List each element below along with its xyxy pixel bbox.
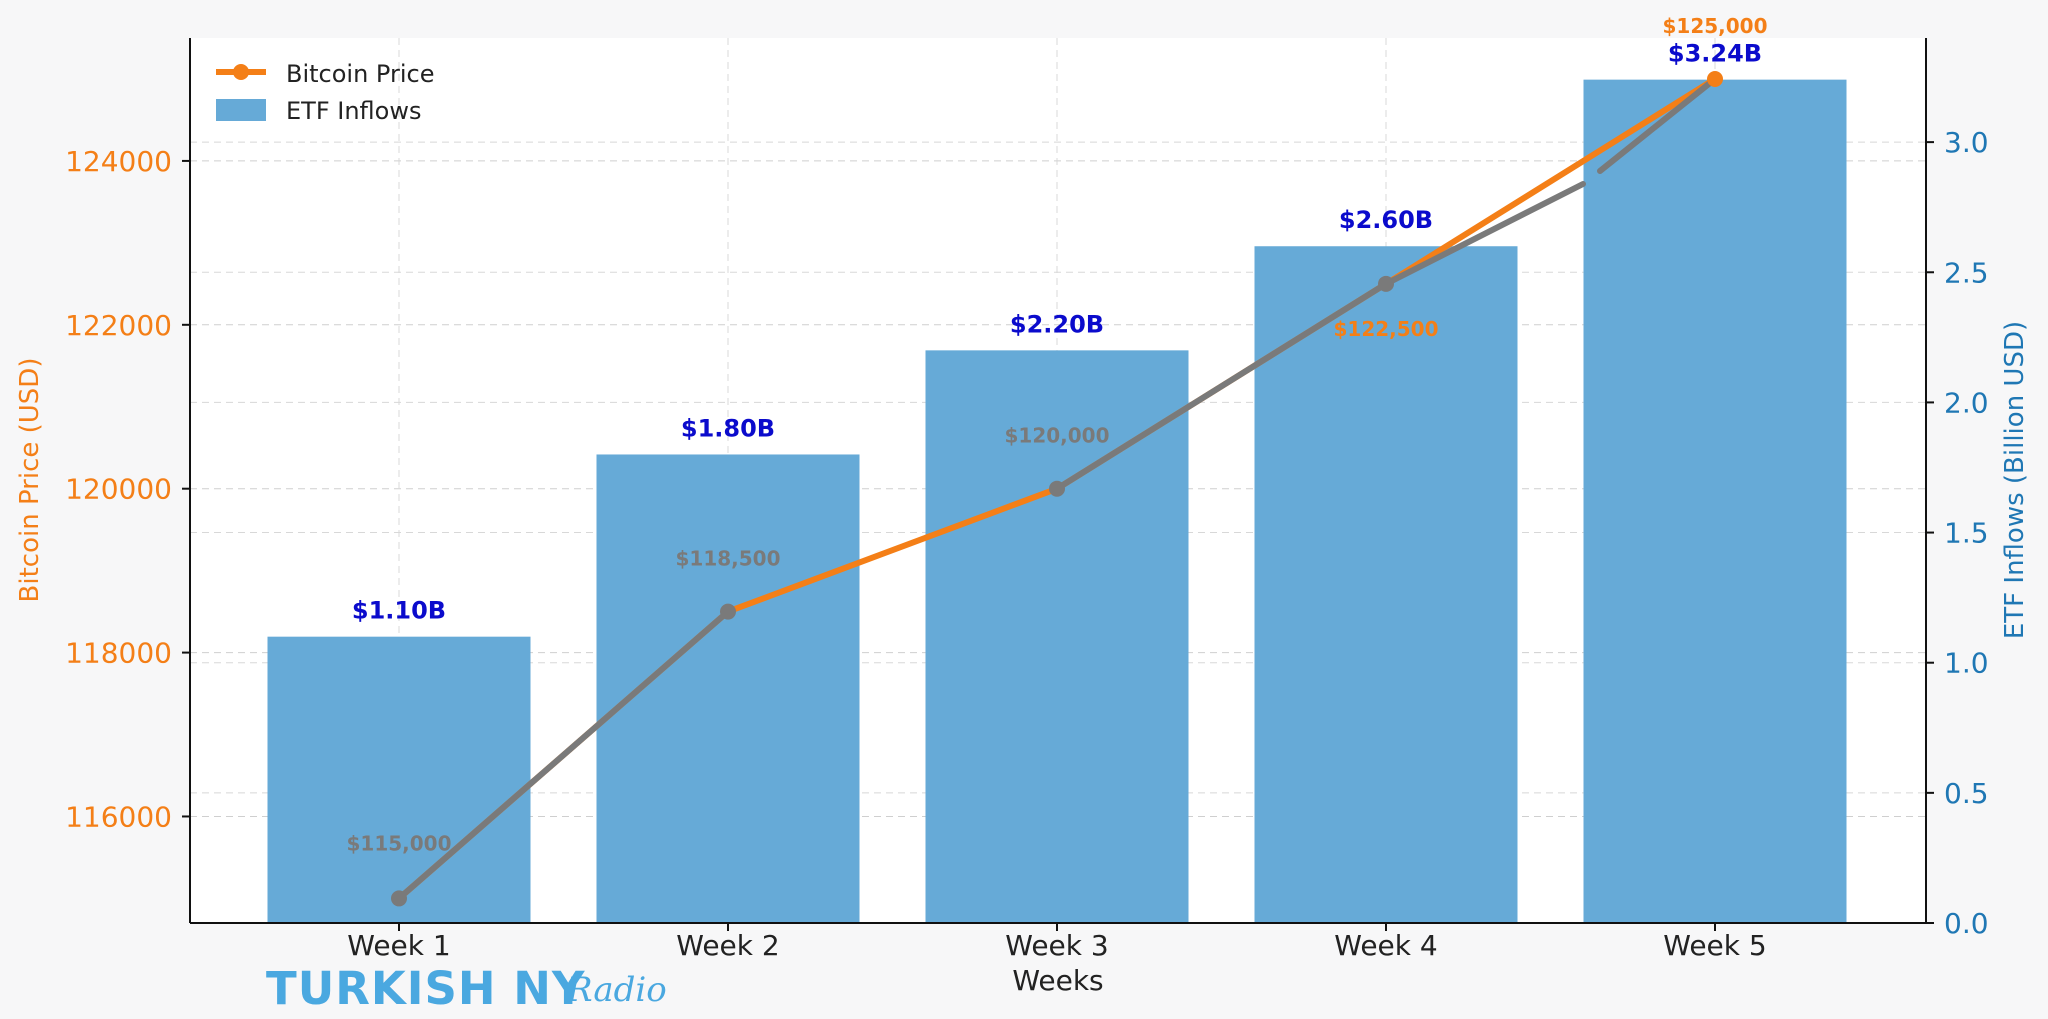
turkish-ny-radio-logo: TURKISH NY Radio bbox=[266, 962, 667, 1015]
line-layer bbox=[391, 70, 1723, 907]
legend-label-bitcoin-price: Bitcoin Price bbox=[286, 60, 434, 88]
y-tick-right-label-4: 2.0 bbox=[1944, 386, 1989, 419]
bitcoin-price-point-5 bbox=[1707, 70, 1723, 87]
etf-value-label-5: $3.24B bbox=[1668, 40, 1762, 68]
etf-bar-5 bbox=[1583, 79, 1847, 924]
bitcoin-price-point-4 bbox=[1378, 275, 1394, 292]
etf-value-label-2: $1.80B bbox=[681, 414, 775, 442]
bitcoin-price-point-2 bbox=[720, 603, 736, 620]
y-tick-right-label-0: 0.0 bbox=[1944, 907, 1989, 940]
y-tick-right-label-5: 2.5 bbox=[1944, 256, 1989, 289]
legend-swatch-etf-inflows bbox=[216, 99, 266, 121]
bitcoin-price-overlay-segment-1 bbox=[396, 608, 731, 902]
bitcoin-price-point-3 bbox=[1049, 480, 1065, 497]
y-axis-title-left: Bitcoin Price (USD) bbox=[15, 358, 45, 603]
x-tick-label-5: Week 5 bbox=[1663, 929, 1766, 962]
bitcoin-price-label-4: $122,500 bbox=[1333, 317, 1438, 341]
y-tick-right-label-6: 3.0 bbox=[1944, 126, 1989, 159]
y-tick-left-label-0: 116000 bbox=[65, 800, 172, 833]
bitcoin-price-overlay-top bbox=[1597, 75, 1718, 174]
y-tick-left-label-3: 122000 bbox=[65, 309, 172, 342]
label-layer: $1.10B $1.80B $2.20B $2.60B $3.24B $115,000 $1… bbox=[346, 14, 1767, 855]
bitcoin-price-label-1: $115,000 bbox=[346, 831, 451, 855]
axis-layer: 116000 118000 120000 122000 124000 0.0 0.5 1.0 1… bbox=[65, 38, 1989, 962]
legend: Bitcoin Price ETF Inflows bbox=[216, 60, 434, 125]
bitcoin-price-label-5: $125,000 bbox=[1662, 14, 1767, 38]
y-tick-right-label-1: 0.5 bbox=[1944, 777, 1989, 810]
etf-bar-1 bbox=[267, 636, 531, 923]
legend-label-etf-inflows: ETF Inflows bbox=[286, 97, 421, 125]
x-tick-label-2: Week 2 bbox=[676, 929, 779, 962]
etf-value-label-4: $2.60B bbox=[1339, 206, 1433, 234]
y-tick-right-label-3: 1.5 bbox=[1944, 517, 1989, 550]
bitcoin-price-label-2: $118,500 bbox=[675, 547, 780, 571]
etf-value-label-3: $2.20B bbox=[1010, 310, 1104, 338]
y-tick-right-label-2: 1.0 bbox=[1944, 647, 1989, 680]
etf-bar-3 bbox=[925, 350, 1189, 924]
legend-point-marker bbox=[233, 64, 249, 80]
y-tick-left-label-2: 120000 bbox=[65, 473, 172, 506]
etf-value-label-1: $1.10B bbox=[352, 597, 446, 625]
bitcoin-price-label-3: $120,000 bbox=[1004, 424, 1109, 448]
bar-layer bbox=[267, 79, 1847, 924]
x-tick-label-1: Week 1 bbox=[347, 929, 450, 962]
bitcoin-price-overlay-tail bbox=[1383, 181, 1586, 287]
y-tick-left-label-4: 124000 bbox=[65, 145, 172, 178]
etf-bar-4 bbox=[1254, 246, 1518, 923]
x-tick-label-4: Week 4 bbox=[1334, 929, 1437, 962]
y-axis-title-right: ETF Inflows (Billion USD) bbox=[2000, 321, 2030, 639]
bitcoin-price-overlay-segment-3 bbox=[1054, 280, 1389, 492]
logo-script-text: Radio bbox=[566, 970, 667, 1010]
x-tick-label-3: Week 3 bbox=[1005, 929, 1108, 962]
y-tick-left-label-1: 118000 bbox=[65, 637, 172, 670]
logo-main-text: TURKISH NY bbox=[266, 962, 586, 1015]
x-axis-title: Weeks bbox=[1012, 964, 1103, 997]
bitcoin-price-point-1 bbox=[391, 890, 407, 907]
